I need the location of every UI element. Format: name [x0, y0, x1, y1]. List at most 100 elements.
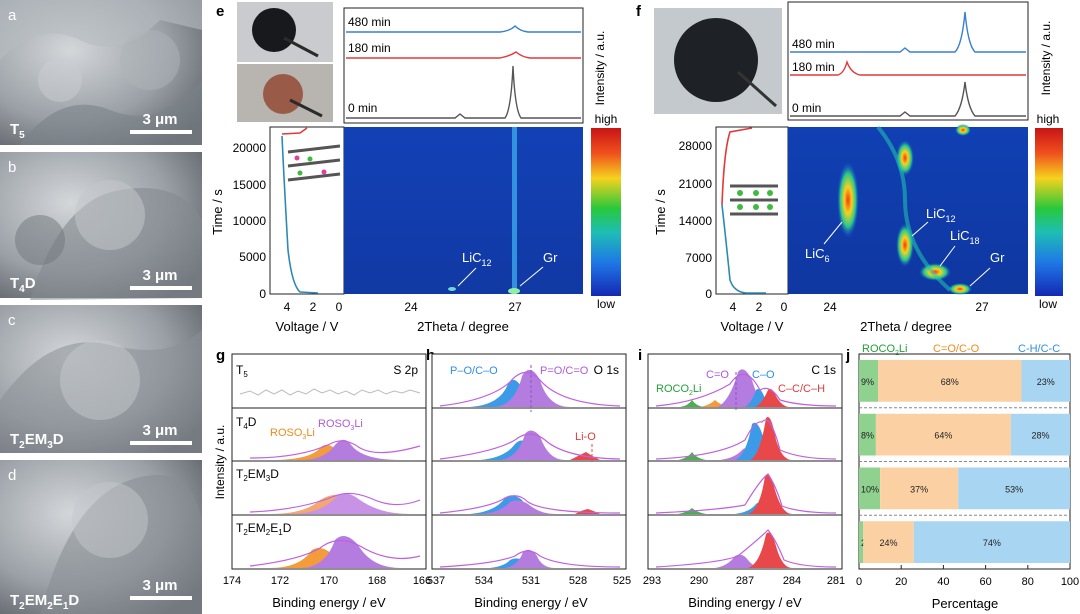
bar-segment [875, 413, 1011, 456]
anno-lic6: LiC6 [805, 246, 830, 264]
panel-i: i C 1s ROCO2Li C=O C–O C–C/C–H 293 290 2… [638, 347, 845, 610]
xps-title: C 1s [811, 363, 836, 377]
time-tick: 15000 [233, 178, 267, 192]
scale-bar-label: 3 μm [142, 577, 177, 594]
bar-data-label: 9% [861, 377, 874, 387]
legend-subscript: 2 [895, 350, 899, 357]
voltage-tick: 0 [781, 300, 788, 314]
panel-letter: a [8, 7, 17, 24]
colorbar [1035, 128, 1063, 296]
xrd-curve-180min [346, 51, 581, 59]
x-tick: 531 [522, 575, 540, 587]
xps-title: S 2p [393, 363, 418, 377]
voltage-tick: 4 [284, 300, 291, 314]
x-tick: 537 [427, 575, 445, 587]
xps-title: O 1s [594, 363, 619, 377]
xrd-curve-480min [346, 25, 581, 33]
row-label: T4D [236, 415, 257, 431]
voltage-axis-label: Voltage / V [276, 319, 339, 334]
xps-peak-roso3li-purple [300, 439, 400, 460]
bar-data-label: 24% [880, 538, 898, 548]
electrode-photo-black [237, 2, 333, 62]
panel-letter: i [638, 347, 642, 364]
bar-segment [1021, 360, 1070, 402]
row-label: T2EM3D [236, 467, 279, 483]
anno-arrow [911, 221, 929, 237]
xrd-label-480: 480 min [348, 15, 391, 29]
bar-data-label: 8% [861, 431, 874, 441]
colorbar-low: low [597, 297, 615, 311]
voltage-plot-frame [269, 126, 345, 295]
xrd-curve-480min [790, 11, 1026, 53]
time-tick: 5000 [239, 250, 266, 264]
panel-letter: g [216, 347, 225, 364]
time-tick: 21000 [679, 177, 713, 191]
anno-lic12: LiC12 [926, 206, 956, 224]
graphite-lattice-icon [730, 184, 778, 216]
bar-data-label: 28% [1031, 431, 1049, 441]
bar-data-label: 64% [934, 431, 952, 441]
sem-panel-c: c T2EM3D 3 μm [0, 305, 202, 453]
voltage-tick: 0 [336, 300, 343, 314]
colorbar [591, 128, 621, 296]
graphite-streak [512, 127, 517, 294]
bar-segment [877, 360, 1022, 402]
anno-arrow [969, 267, 991, 287]
voltage-tick: 2 [310, 300, 317, 314]
legend-text: ROCO [862, 343, 895, 355]
theta-tick: 27 [508, 300, 522, 314]
xrd-plot-frame [787, 1, 1029, 121]
scale-bar [130, 441, 192, 445]
panel-letter: f [636, 3, 642, 20]
x-tick: 293 [643, 575, 661, 587]
scale-bar-label: 3 μm [142, 267, 177, 284]
panel-h: h O 1s P–O/C–O P=O/C=O Li-O 537 534 531 … [426, 347, 631, 610]
time-tick: 7000 [685, 251, 712, 265]
time-axis-label: Time / s [653, 189, 668, 235]
x-tick: 170 [320, 575, 338, 587]
panel-letter: j [845, 347, 850, 364]
bar-segment [1010, 413, 1070, 456]
scale-bar [130, 596, 192, 600]
theta-tick: 24 [823, 300, 837, 314]
electrode-photo-brown [237, 64, 333, 122]
panel-letter: b [8, 159, 16, 176]
xrd-curve-0min [346, 65, 581, 119]
x-axis-label: Percentage [932, 596, 999, 611]
colorbar-low: low [1039, 297, 1057, 311]
anno-gr: Gr [990, 250, 1005, 265]
discharge-curve [281, 135, 319, 294]
charge-curve [281, 127, 308, 135]
xrd-curve-0min [790, 81, 1026, 117]
x-tick: 290 [690, 575, 708, 587]
x-axis-ticks: 0 20 40 60 80 100 [856, 565, 1079, 588]
time-tick: 14000 [679, 214, 713, 228]
graphite-lattice-icon [287, 144, 341, 182]
x-tick: 166 [413, 575, 431, 587]
bar-segment [863, 521, 914, 563]
anno-arrow [457, 267, 477, 287]
peak-label-c-c: C–C/C–H [778, 383, 825, 395]
panel-letter: e [216, 3, 224, 20]
anno-gr: Gr [543, 250, 558, 265]
panel-j: j ROCO2Li C=O/C-O C-H/C-C 9% 68% 23% 8% 64% 28%… [845, 343, 1079, 611]
voltage-plot-frame [715, 126, 789, 295]
xrd-label-0: 0 min [348, 101, 377, 115]
peak-label-orange: ROSO3Li [270, 427, 315, 441]
legend-text: C=O/C-O [933, 343, 980, 355]
bar-segment [880, 467, 959, 510]
peak-label-c-o: C–O [752, 369, 775, 381]
xrd-label-480: 480 min [792, 37, 835, 51]
colorbar-high: high [1037, 112, 1060, 126]
bar-data-label: 53% [1005, 484, 1023, 494]
bar-data-label: 74% [983, 538, 1001, 548]
anno-arrow [519, 266, 544, 287]
row-label: T2EM2E1D [236, 521, 292, 537]
scale-bar-label: 3 μm [142, 111, 177, 128]
peak-label-purple: ROSO3Li [318, 418, 363, 432]
theta-tick: 27 [975, 300, 989, 314]
panel-e: e 480 min 180 min 0 min Intensity / a.u. [210, 2, 621, 334]
voltage-tick: 2 [756, 300, 763, 314]
contour-map [344, 127, 583, 294]
